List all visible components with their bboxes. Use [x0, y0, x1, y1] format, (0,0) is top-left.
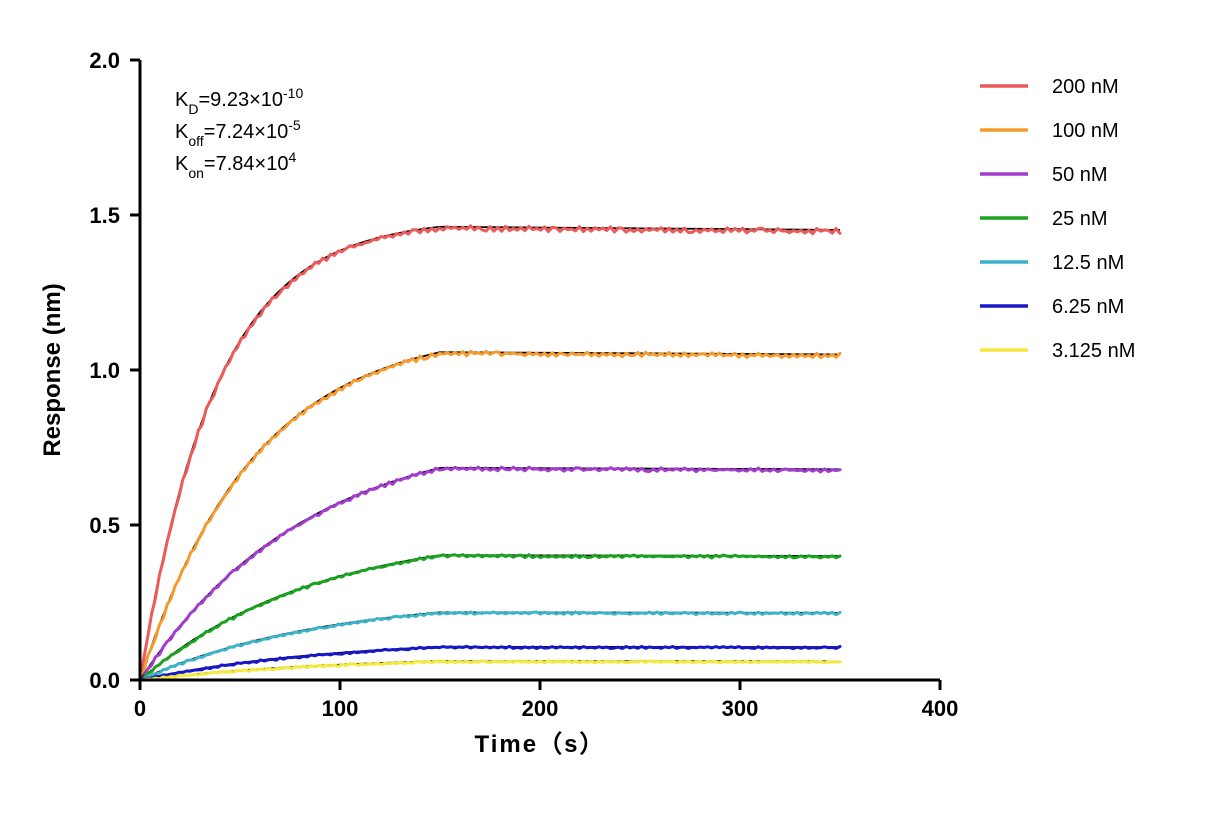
legend-label: 6.25 nM [1052, 296, 1124, 318]
legend-label: 200 nM [1052, 76, 1119, 98]
y-tick-label: 2.0 [89, 48, 120, 73]
legend-label: 100 nM [1052, 120, 1119, 142]
x-tick-label: 0 [134, 696, 146, 721]
legend-label: 3.125 nM [1052, 340, 1135, 362]
y-tick-label: 0.5 [89, 513, 120, 538]
chart-svg: 0 100 200 300 400 0.0 0.5 1.0 1.5 2.0 Time（s） Respo… [0, 0, 1232, 825]
y-tick-label: 0.0 [89, 668, 120, 693]
legend-label: 50 nM [1052, 164, 1108, 186]
legend-label: 25 nM [1052, 208, 1108, 230]
x-tick-label: 300 [722, 696, 759, 721]
x-tick-label: 200 [522, 696, 559, 721]
y-tick-label: 1.5 [89, 203, 120, 228]
binding-kinetics-chart: 0 100 200 300 400 0.0 0.5 1.0 1.5 2.0 Time（s） Respo… [0, 0, 1232, 825]
y-tick-label: 1.0 [89, 358, 120, 383]
x-axis-label: Time（s） [475, 731, 606, 758]
x-tick-label: 400 [922, 696, 959, 721]
y-axis-label: Response (nm) [39, 283, 66, 456]
x-tick-label: 100 [322, 696, 359, 721]
legend-label: 12.5 nM [1052, 252, 1124, 274]
